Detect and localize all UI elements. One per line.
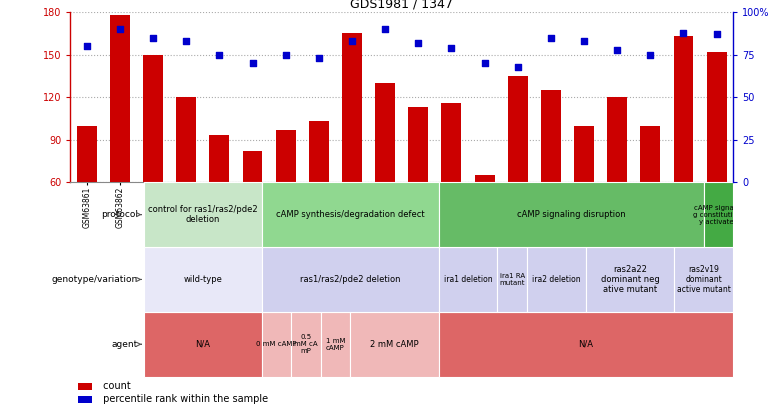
Point: [279, 51, 292, 58]
Text: wild-type: wild-type: [183, 275, 222, 284]
Point: [711, 31, 723, 38]
Text: ira2 deletion: ira2 deletion: [532, 275, 581, 284]
Bar: [262, 312, 291, 377]
Point: [578, 38, 590, 44]
Bar: [144, 55, 163, 182]
Text: cAMP signalin
g constitutivel
y activated: cAMP signalin g constitutivel y activate…: [693, 205, 743, 225]
Point: [180, 38, 193, 44]
Point: [677, 29, 690, 36]
Bar: [674, 247, 733, 312]
Bar: [375, 83, 395, 182]
Text: ras2v19
dominant
active mutant: ras2v19 dominant active mutant: [677, 264, 731, 294]
Bar: [441, 103, 462, 182]
Point: [412, 40, 424, 46]
Bar: [474, 175, 495, 182]
Bar: [527, 247, 586, 312]
Text: cAMP signaling disruption: cAMP signaling disruption: [517, 210, 626, 219]
Bar: [291, 312, 321, 377]
Bar: [144, 247, 262, 312]
Bar: [673, 36, 693, 182]
Bar: [276, 130, 296, 182]
Point: [213, 51, 225, 58]
Text: 0 mM cAMP: 0 mM cAMP: [256, 341, 296, 347]
Text: agent: agent: [112, 340, 138, 349]
Bar: [144, 312, 262, 377]
Bar: [176, 97, 197, 182]
Bar: [704, 182, 733, 247]
Text: protocol: protocol: [101, 210, 138, 219]
Bar: [508, 76, 527, 182]
Point: [544, 34, 557, 41]
Point: [445, 45, 458, 51]
Text: 0.5
mM cA
mP: 0.5 mM cA mP: [294, 334, 317, 354]
Bar: [78, 383, 92, 390]
Bar: [243, 151, 262, 182]
Bar: [574, 126, 594, 182]
Text: 2 mM cAMP: 2 mM cAMP: [370, 340, 419, 349]
Point: [147, 34, 159, 41]
Text: N/A: N/A: [578, 340, 594, 349]
Point: [313, 55, 325, 61]
Text: cAMP synthesis/degradation defect: cAMP synthesis/degradation defect: [276, 210, 424, 219]
Bar: [438, 247, 498, 312]
Bar: [707, 52, 727, 182]
Text: N/A: N/A: [195, 340, 211, 349]
Text: genotype/variation: genotype/variation: [51, 275, 138, 284]
Bar: [262, 182, 438, 247]
Bar: [438, 312, 733, 377]
Text: count: count: [100, 381, 130, 391]
Point: [346, 38, 358, 44]
Point: [611, 46, 623, 53]
Bar: [110, 15, 129, 182]
Point: [478, 60, 491, 66]
Bar: [309, 122, 329, 182]
Point: [80, 43, 93, 49]
Bar: [350, 312, 438, 377]
Bar: [586, 247, 674, 312]
Text: ras1/ras2/pde2 deletion: ras1/ras2/pde2 deletion: [300, 275, 400, 284]
Point: [246, 60, 259, 66]
Text: control for ras1/ras2/pde2
deletion: control for ras1/ras2/pde2 deletion: [148, 205, 257, 224]
Bar: [262, 247, 438, 312]
Bar: [438, 182, 704, 247]
Bar: [342, 34, 362, 182]
Point: [644, 51, 657, 58]
Point: [379, 26, 392, 32]
Point: [512, 63, 524, 70]
Text: ira1 deletion: ira1 deletion: [444, 275, 492, 284]
Title: GDS1981 / 1347: GDS1981 / 1347: [350, 0, 453, 11]
Bar: [498, 247, 527, 312]
Text: ras2a22
dominant neg
ative mutant: ras2a22 dominant neg ative mutant: [601, 264, 659, 294]
Bar: [77, 126, 97, 182]
Bar: [607, 97, 627, 182]
Bar: [209, 136, 229, 182]
Bar: [78, 396, 92, 403]
Point: [114, 26, 126, 32]
Text: percentile rank within the sample: percentile rank within the sample: [100, 394, 268, 404]
Bar: [321, 312, 350, 377]
Text: 1 mM
cAMP: 1 mM cAMP: [326, 338, 346, 351]
Bar: [144, 182, 262, 247]
Bar: [541, 90, 561, 182]
Text: ira1 RA
mutant: ira1 RA mutant: [499, 273, 525, 286]
Bar: [640, 126, 660, 182]
Bar: [408, 107, 428, 182]
